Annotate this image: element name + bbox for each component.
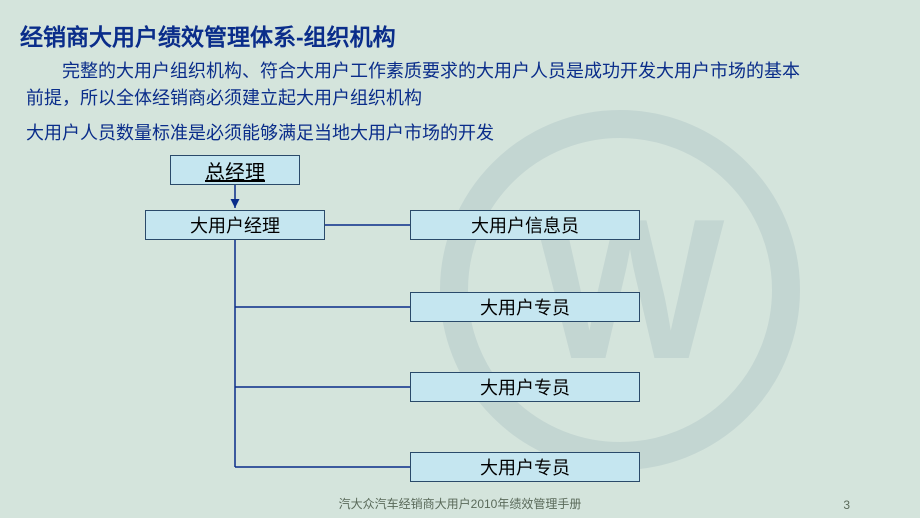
org-box-info: 大用户信息员 [410,210,640,240]
slide-title: 经销商大用户绩效管理体系-组织机构 [20,18,396,52]
paragraph-1: 完整的大用户组织机构、符合大用户工作素质要求的大用户人员是成功开发大用户市场的基… [26,58,806,112]
footer-text: 汽大众汽车经销商大用户2010年绩效管理手册 [0,495,920,512]
page-number: 3 [843,498,850,512]
paragraph-2: 大用户人员数量标准是必须能够满足当地大用户市场的开发 [26,120,806,147]
org-box-gm: 总经理 [170,155,300,185]
org-box-sp2: 大用户专员 [410,372,640,402]
org-box-sp3: 大用户专员 [410,452,640,482]
vw-watermark: W [440,110,800,470]
org-box-sp1: 大用户专员 [410,292,640,322]
org-box-mgr: 大用户经理 [145,210,325,240]
